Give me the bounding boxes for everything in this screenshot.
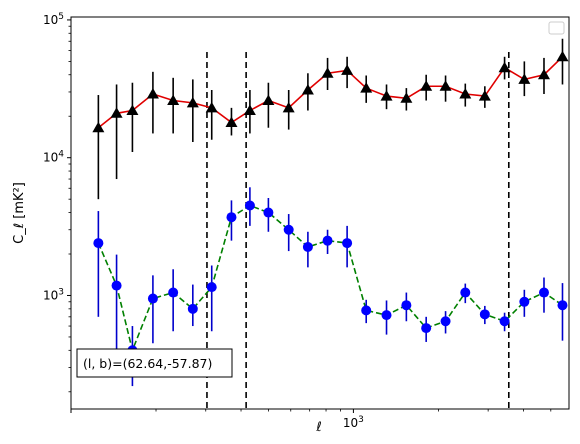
annotation-box — [76, 348, 233, 378]
series-1-point — [187, 303, 198, 314]
plot-frame — [70, 16, 570, 410]
series-1-point — [302, 241, 313, 252]
series-0-point — [92, 121, 105, 133]
series-0-point — [420, 80, 433, 91]
series-1-point — [147, 293, 158, 304]
series-0-point — [556, 50, 569, 62]
series-1-line — [97, 204, 563, 353]
series-0-point — [537, 68, 550, 80]
series-0-point — [225, 116, 238, 128]
series-0-point — [262, 94, 275, 106]
x-axis-label: ℓ — [315, 420, 321, 435]
series-1-point — [460, 287, 471, 298]
series-0-point — [518, 73, 531, 84]
series-0-point — [126, 104, 139, 116]
series-1-point — [168, 287, 179, 298]
series-0 — [92, 38, 569, 200]
series-0-point — [439, 80, 452, 91]
series-1-point — [206, 282, 217, 293]
series-1-point — [519, 296, 530, 307]
series-0-point — [167, 94, 180, 106]
tick-layer: 103 104 105 103 — [43, 12, 552, 430]
series-1-point — [440, 316, 451, 327]
series-0-point — [186, 96, 199, 108]
coordinates-annotation: (l, b)=(62.64,-57.87) — [83, 356, 212, 371]
series-0-point — [380, 90, 393, 101]
legend-box — [548, 21, 565, 35]
series-0-point — [146, 87, 159, 99]
series-1-point — [361, 305, 372, 316]
series-1-point — [557, 300, 568, 311]
series-1-point — [322, 235, 333, 246]
series-1-point — [499, 316, 510, 327]
series-0-point — [205, 101, 218, 113]
y-tick-label: 104 — [43, 150, 64, 165]
series-1-point — [226, 212, 237, 223]
series-0-point — [459, 87, 472, 99]
series-0-line — [97, 56, 564, 129]
series-1-point — [479, 309, 490, 320]
series-0-point — [110, 107, 123, 118]
series-0-point — [400, 92, 413, 103]
series-1-point — [111, 280, 122, 291]
vline-layer — [206, 52, 510, 409]
y-axis-label: C_ℓ [mK²] — [12, 182, 27, 244]
series-0-point — [301, 84, 314, 95]
y-tick-label: 103 — [43, 287, 64, 302]
series-0-point — [282, 101, 295, 113]
series-0-point — [360, 82, 373, 93]
series-0-point — [498, 61, 511, 73]
series-1-point — [538, 287, 549, 298]
series-1-point — [401, 300, 412, 311]
series-0-point — [478, 90, 491, 101]
series-1 — [93, 187, 568, 387]
series-1-point — [93, 238, 104, 249]
x-tick-label: 103 — [343, 415, 364, 430]
series-layer — [92, 38, 569, 387]
series-0-point — [341, 64, 354, 75]
series-1-point — [421, 323, 432, 334]
series-1-point — [283, 224, 294, 235]
series-0-point — [321, 67, 334, 78]
series-1-point — [263, 207, 274, 218]
y-tick-label: 105 — [43, 12, 64, 27]
series-1-point — [342, 238, 353, 249]
series-0-point — [243, 104, 256, 116]
series-1-point — [244, 200, 255, 211]
series-1-point — [381, 310, 392, 321]
